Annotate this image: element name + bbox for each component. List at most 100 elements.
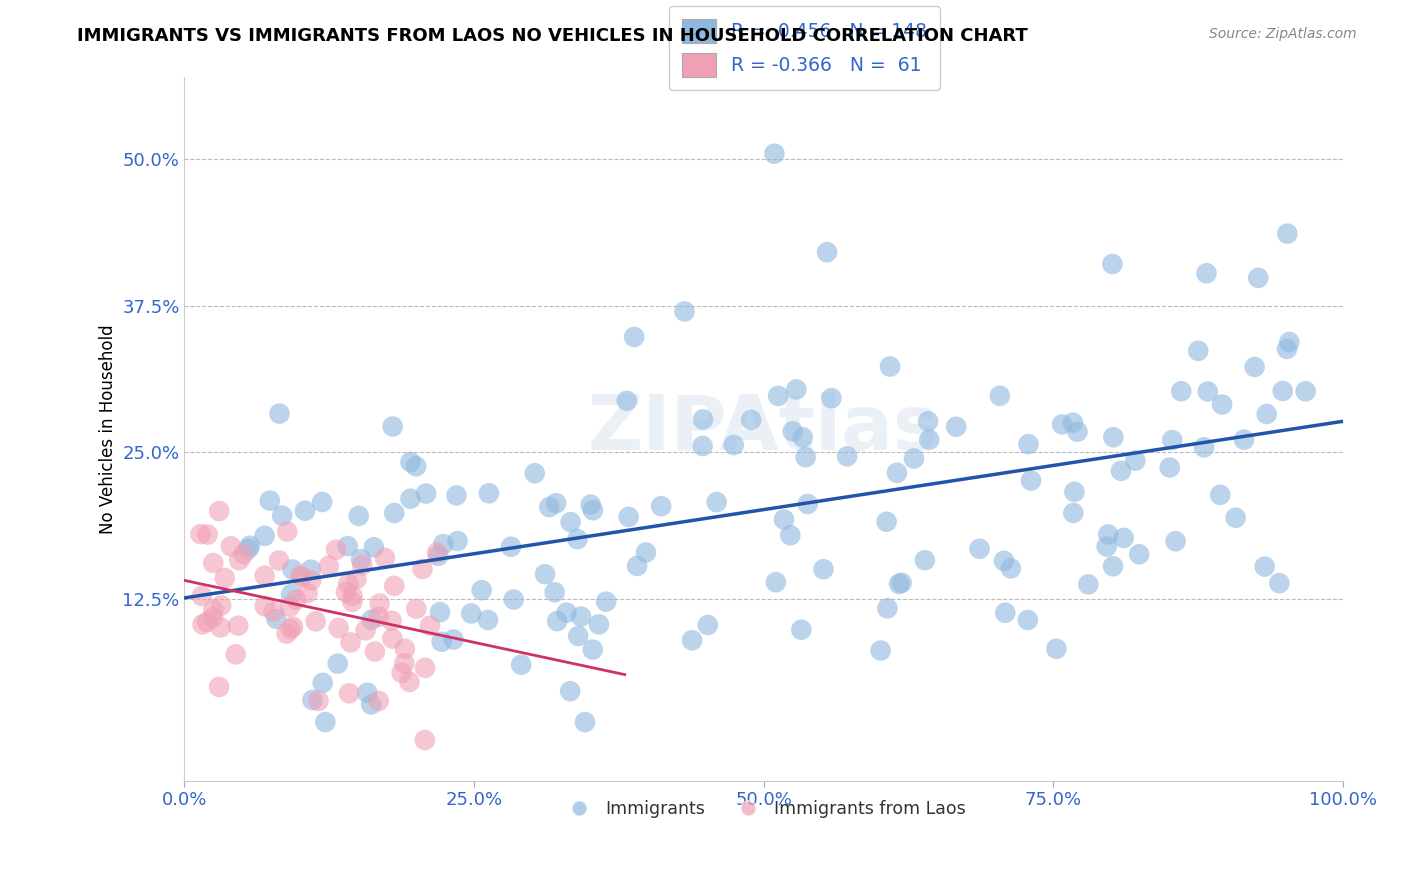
Point bbox=[411, 562, 433, 576]
Point bbox=[314, 714, 336, 729]
Point bbox=[432, 537, 454, 551]
Point bbox=[623, 330, 645, 344]
Point bbox=[740, 413, 762, 427]
Point bbox=[546, 614, 568, 628]
Point bbox=[305, 615, 328, 629]
Point bbox=[815, 245, 838, 260]
Point bbox=[1062, 416, 1084, 430]
Point bbox=[1243, 359, 1265, 374]
Point bbox=[765, 575, 787, 590]
Point bbox=[1045, 641, 1067, 656]
Point bbox=[259, 493, 281, 508]
Point bbox=[381, 419, 404, 434]
Point bbox=[360, 613, 382, 627]
Point bbox=[354, 624, 377, 638]
Text: IMMIGRANTS VS IMMIGRANTS FROM LAOS NO VEHICLES IN HOUSEHOLD CORRELATION CHART: IMMIGRANTS VS IMMIGRANTS FROM LAOS NO VE… bbox=[77, 27, 1028, 45]
Point bbox=[1101, 257, 1123, 271]
Point bbox=[267, 553, 290, 567]
Point bbox=[1225, 510, 1247, 524]
Point bbox=[214, 571, 236, 585]
Point bbox=[460, 607, 482, 621]
Point bbox=[673, 304, 696, 318]
Point bbox=[281, 562, 304, 576]
Point bbox=[582, 642, 605, 657]
Point bbox=[297, 586, 319, 600]
Point bbox=[499, 540, 522, 554]
Point bbox=[446, 488, 468, 502]
Point bbox=[350, 552, 373, 566]
Point bbox=[560, 684, 582, 698]
Point bbox=[538, 500, 561, 514]
Point bbox=[226, 618, 249, 632]
Point bbox=[339, 635, 361, 649]
Point bbox=[790, 623, 813, 637]
Point bbox=[993, 554, 1015, 568]
Point bbox=[1192, 441, 1215, 455]
Point bbox=[356, 686, 378, 700]
Point bbox=[368, 597, 391, 611]
Point bbox=[792, 430, 814, 444]
Point bbox=[342, 595, 364, 609]
Point bbox=[510, 657, 533, 672]
Point bbox=[380, 614, 402, 628]
Point bbox=[238, 541, 260, 556]
Point bbox=[413, 733, 436, 747]
Point bbox=[342, 589, 364, 603]
Point bbox=[344, 573, 367, 587]
Point bbox=[301, 693, 323, 707]
Point bbox=[903, 451, 925, 466]
Point bbox=[886, 466, 908, 480]
Point bbox=[426, 546, 449, 560]
Point bbox=[367, 609, 389, 624]
Point bbox=[534, 567, 557, 582]
Point bbox=[723, 438, 745, 452]
Point bbox=[1019, 474, 1042, 488]
Point bbox=[337, 576, 360, 591]
Point bbox=[190, 589, 212, 603]
Point bbox=[312, 676, 335, 690]
Point bbox=[374, 550, 396, 565]
Point bbox=[427, 549, 450, 563]
Point bbox=[398, 674, 420, 689]
Point bbox=[1102, 559, 1125, 574]
Point bbox=[994, 606, 1017, 620]
Point bbox=[1247, 271, 1270, 285]
Point bbox=[797, 497, 820, 511]
Point bbox=[785, 383, 807, 397]
Point bbox=[1017, 613, 1039, 627]
Point bbox=[202, 603, 225, 617]
Point bbox=[1254, 559, 1277, 574]
Point bbox=[253, 529, 276, 543]
Point bbox=[595, 594, 617, 608]
Point bbox=[419, 618, 441, 632]
Point bbox=[1187, 343, 1209, 358]
Point bbox=[1017, 437, 1039, 451]
Point bbox=[276, 626, 298, 640]
Point bbox=[318, 558, 340, 573]
Point bbox=[478, 486, 501, 500]
Point bbox=[326, 657, 349, 671]
Point bbox=[1063, 484, 1085, 499]
Point bbox=[887, 577, 910, 591]
Point bbox=[415, 486, 437, 500]
Point bbox=[299, 573, 322, 587]
Text: Source: ZipAtlas.com: Source: ZipAtlas.com bbox=[1209, 27, 1357, 41]
Point bbox=[1050, 417, 1073, 432]
Point bbox=[209, 599, 232, 613]
Point bbox=[918, 433, 941, 447]
Point bbox=[588, 617, 610, 632]
Point bbox=[835, 450, 858, 464]
Point bbox=[308, 694, 330, 708]
Point bbox=[429, 605, 451, 619]
Point bbox=[1271, 384, 1294, 398]
Point bbox=[794, 450, 817, 464]
Point bbox=[382, 579, 405, 593]
Point bbox=[917, 414, 939, 428]
Point bbox=[616, 393, 638, 408]
Point bbox=[1278, 334, 1301, 349]
Point bbox=[579, 498, 602, 512]
Point bbox=[352, 558, 374, 572]
Point bbox=[1170, 384, 1192, 399]
Point bbox=[773, 512, 796, 526]
Point bbox=[1062, 506, 1084, 520]
